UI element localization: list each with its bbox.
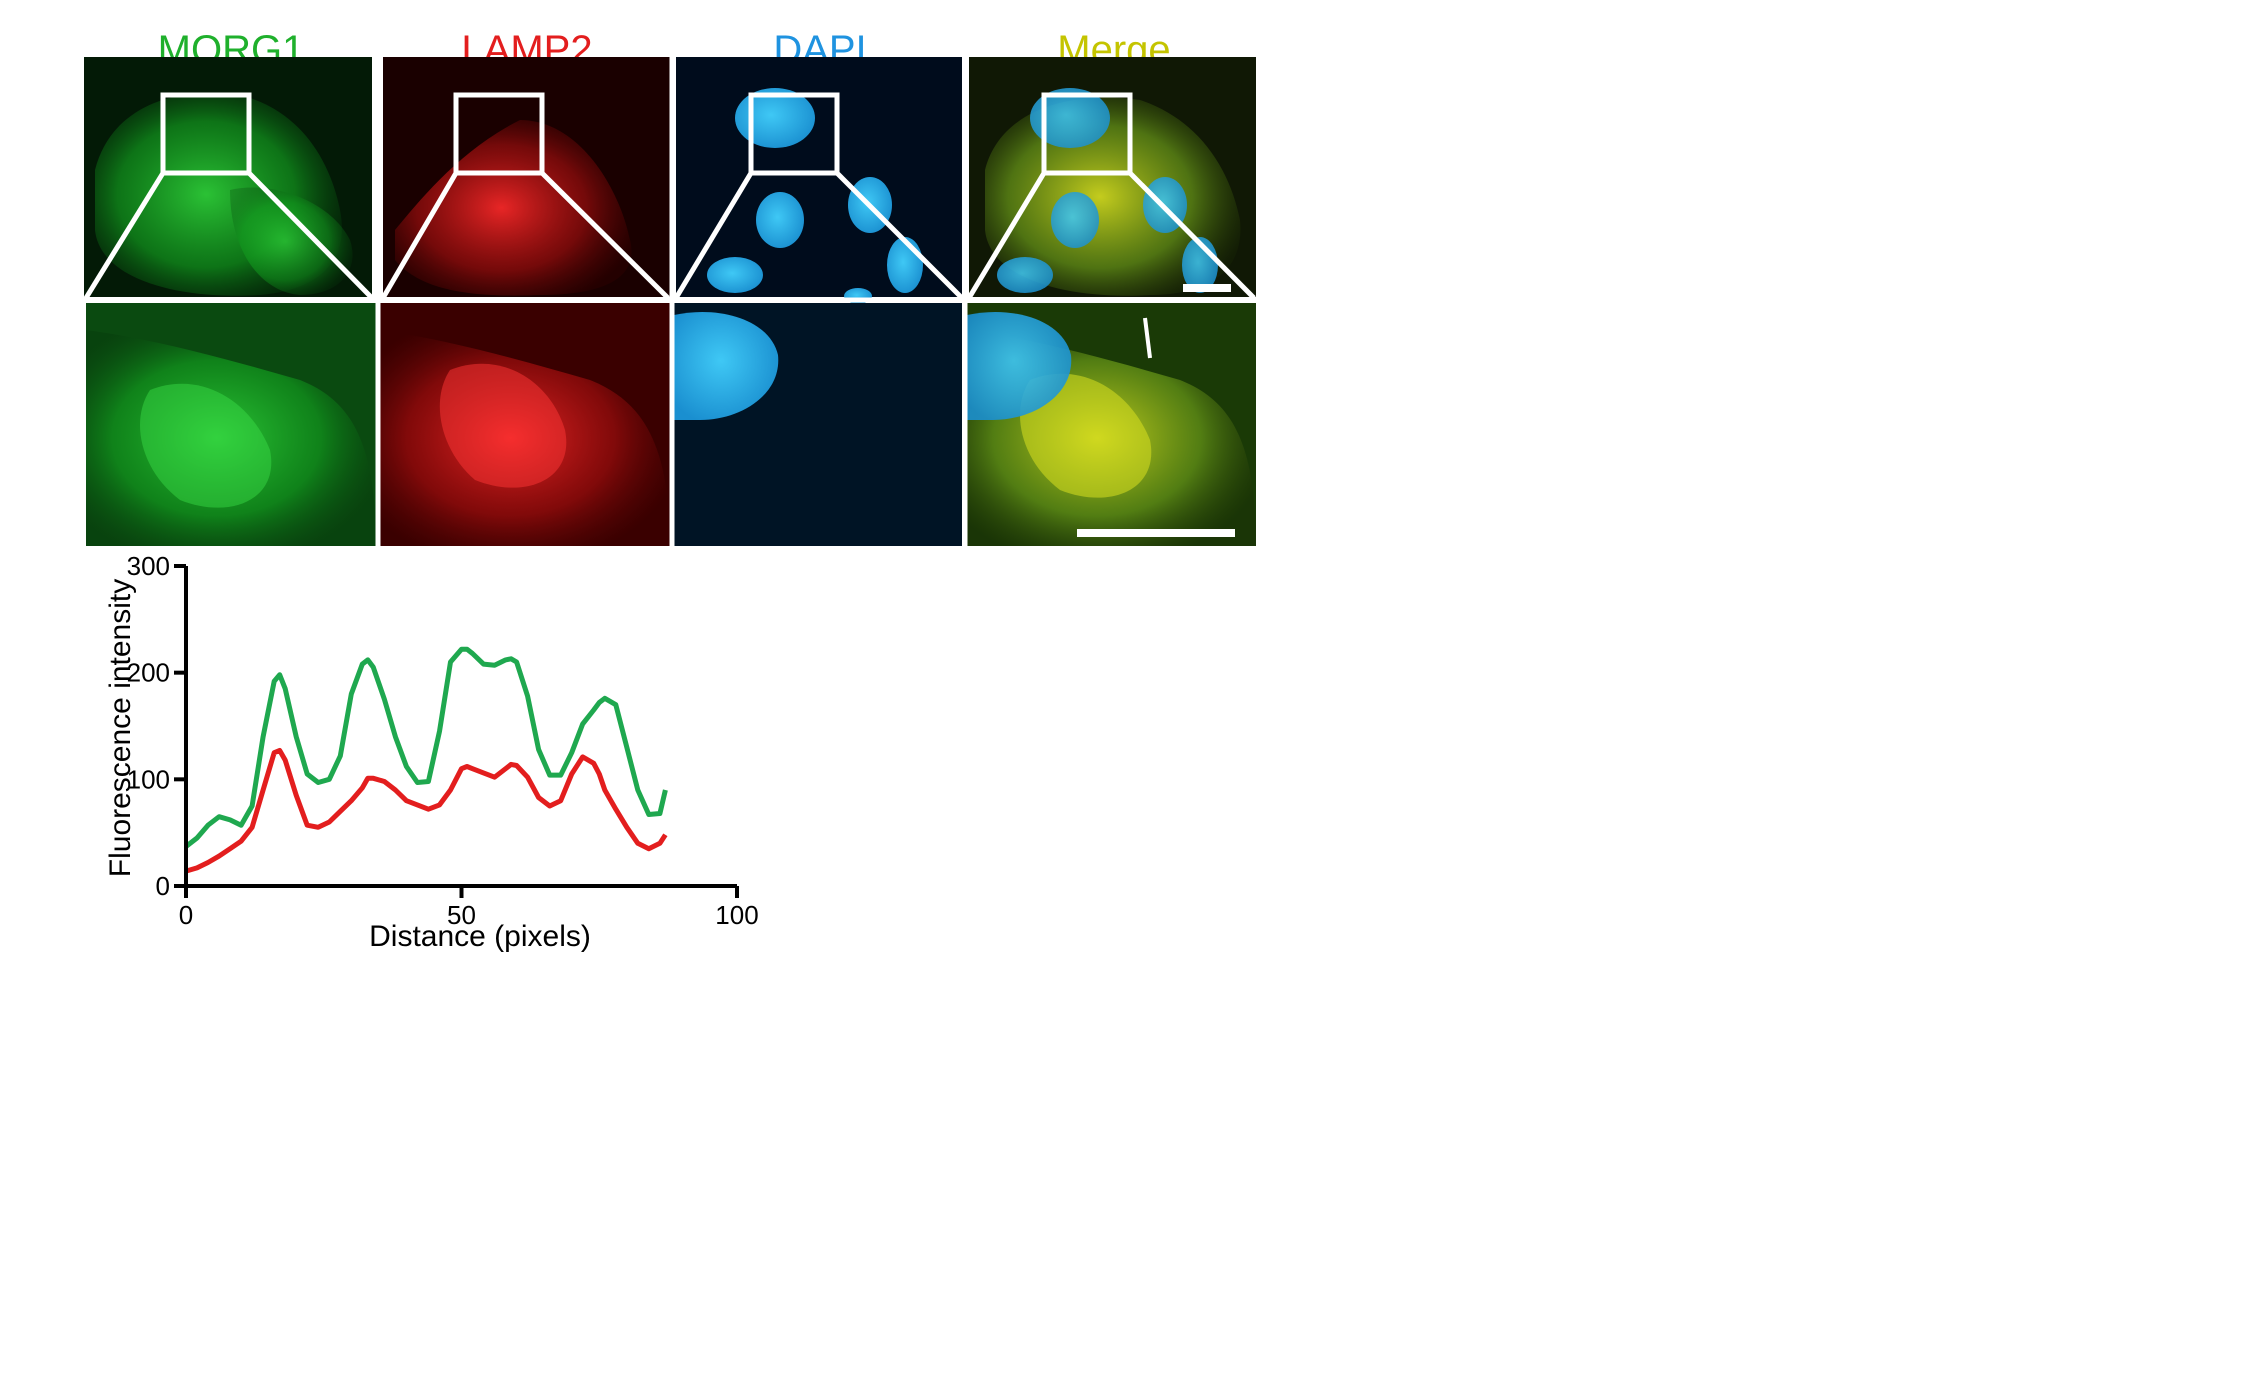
panel-lamp2-zoom — [380, 303, 670, 546]
x-tick-label: 50 — [447, 900, 476, 930]
zoom-box — [1041, 92, 1133, 176]
panel-morg1-zoom — [86, 303, 376, 546]
nucleus — [756, 192, 804, 248]
y-tick-label: 300 — [127, 551, 170, 581]
nucleus — [674, 311, 779, 420]
panel-dapi-overview — [676, 57, 962, 304]
x-axis-title: Distance (pixels) — [369, 920, 591, 953]
panel-merge-zoom — [967, 303, 1256, 546]
scale-bar — [1077, 529, 1235, 537]
series-line-1 — [185, 748, 668, 874]
panel-merge-overview — [969, 57, 1256, 297]
x-tick-label: 0 — [179, 900, 193, 930]
y-tick-label: 0 — [156, 871, 170, 901]
line-scan-marker — [1143, 317, 1152, 359]
x-tick-label: 100 — [715, 900, 758, 930]
scale-bar — [1183, 284, 1231, 292]
zoom-indicators — [83, 92, 1256, 300]
nucleus — [735, 88, 815, 148]
nucleus — [887, 237, 923, 293]
zoom-box — [160, 92, 252, 176]
y-tick-label: 100 — [127, 764, 170, 794]
series-line-0 — [184, 646, 668, 849]
y-tick-label: 200 — [127, 658, 170, 688]
line-profile-chart: 0 100 200 300 0 50 100 Distance (pixels) Fluor… — [104, 551, 759, 953]
y-axis-title: Fluorescence intensity — [104, 579, 137, 877]
nucleus — [707, 257, 763, 293]
zoom-box — [748, 92, 840, 176]
zoom-box — [453, 92, 545, 176]
panel-dapi-zoom — [674, 303, 962, 546]
